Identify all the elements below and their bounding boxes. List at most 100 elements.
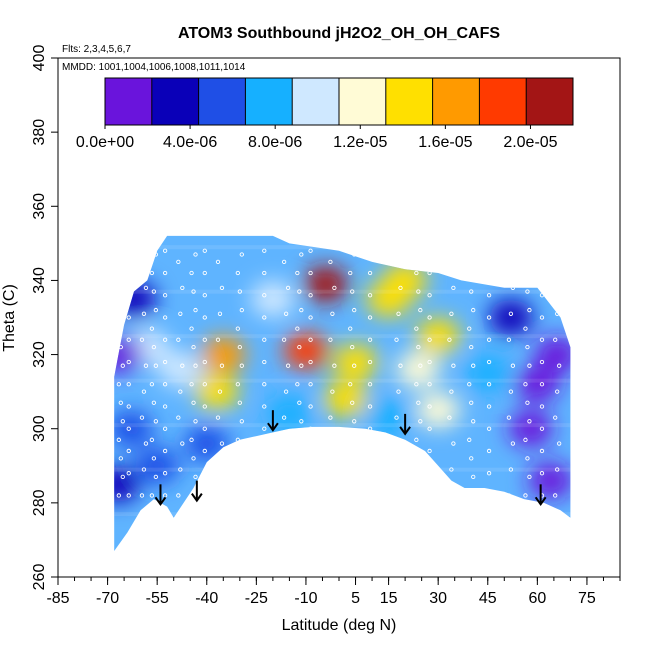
sample-marker [126, 426, 131, 431]
sample-marker [367, 337, 373, 342]
sample-marker [348, 326, 353, 331]
sample-marker [299, 363, 304, 368]
sample-marker [367, 404, 373, 409]
sample-marker [471, 252, 476, 257]
sample-marker [467, 493, 472, 498]
sample-marker [215, 259, 221, 265]
sample-marker [471, 474, 476, 480]
sample-marker [527, 252, 532, 257]
field-band [114, 245, 571, 250]
sample-marker [237, 400, 242, 405]
x-tick-label: 5 [351, 590, 360, 607]
sample-marker [141, 389, 147, 394]
sample-marker [202, 359, 207, 365]
sample-marker [299, 252, 304, 257]
sample-marker [352, 252, 357, 257]
sample-marker [350, 456, 355, 461]
sample-marker [262, 315, 267, 320]
field-blob [366, 280, 411, 317]
sample-marker [118, 456, 123, 461]
sample-marker [143, 285, 149, 290]
sample-marker [486, 270, 492, 276]
colorbar-tick-label: 1.6e-05 [418, 134, 472, 151]
sample-marker [553, 337, 558, 342]
sample-marker [467, 437, 472, 442]
sample-marker [178, 311, 183, 316]
field-blob [366, 399, 411, 436]
sample-marker [297, 456, 302, 461]
sample-marker [506, 259, 512, 265]
sample-marker [486, 493, 492, 498]
flights-subtitle: Flts: 2,3,4,5,6,7 [62, 44, 131, 55]
sample-marker [367, 315, 373, 320]
sample-marker [202, 337, 207, 342]
sample-marker [149, 270, 155, 276]
sample-marker [308, 248, 313, 253]
sample-marker [523, 382, 528, 387]
sample-marker [416, 289, 421, 294]
field-band [114, 423, 571, 428]
sample-marker [126, 293, 131, 298]
sample-marker [149, 437, 155, 442]
sample-marker [126, 270, 131, 276]
sample-marker [308, 359, 313, 365]
sample-marker [262, 293, 267, 298]
sample-marker [394, 337, 399, 342]
sample-marker [151, 400, 157, 405]
sample-marker [118, 400, 123, 405]
sample-marker [191, 456, 196, 461]
x-tick-label: -10 [294, 590, 317, 607]
colorbar-bin [245, 78, 293, 125]
sample-marker [398, 285, 403, 290]
sample-marker [126, 337, 131, 342]
sample-marker [180, 441, 185, 446]
sample-marker [418, 252, 423, 257]
field-blob [250, 280, 295, 317]
sample-marker [539, 270, 545, 276]
sample-marker [219, 285, 225, 290]
sample-marker [202, 471, 207, 476]
sample-marker [151, 289, 157, 294]
sample-marker [202, 315, 207, 320]
sample-marker [116, 382, 121, 387]
y-tick-label: 400 [31, 45, 48, 72]
sample-marker [539, 248, 545, 253]
sample-marker [427, 493, 432, 498]
sample-marker [510, 363, 516, 368]
y-tick-label: 280 [31, 489, 48, 516]
field-band [114, 512, 571, 517]
sample-marker [176, 415, 181, 420]
sample-marker [367, 293, 373, 298]
sample-marker [202, 404, 207, 409]
field-blob [465, 355, 510, 392]
sample-marker [189, 270, 194, 276]
sample-marker [126, 471, 131, 476]
y-axis: 260 280 300 320 340 360 380 400 [31, 45, 58, 590]
sample-marker [352, 419, 357, 424]
sample-marker [235, 326, 240, 331]
sample-marker [308, 337, 313, 342]
colorbar-bin [339, 78, 387, 125]
sample-marker [527, 307, 532, 313]
sample-marker [262, 382, 267, 387]
field-band [114, 289, 571, 294]
x-tick-label: 75 [578, 590, 596, 607]
sample-marker [189, 437, 194, 442]
sample-marker [553, 259, 558, 265]
tropopause-arrow [154, 484, 167, 507]
field-blob [333, 343, 378, 380]
field-blob [303, 266, 348, 303]
sample-marker [308, 382, 313, 387]
field-blob [184, 425, 229, 462]
sample-marker [367, 382, 373, 387]
sample-marker [162, 293, 168, 298]
field-blob [201, 336, 246, 373]
sample-marker [139, 259, 145, 265]
sample-marker [116, 493, 121, 498]
sample-marker [202, 426, 207, 431]
sample-marker [486, 315, 492, 320]
sample-marker [180, 363, 185, 368]
sample-marker [427, 382, 432, 387]
colorbar-tick-label: 8.0e-06 [248, 134, 302, 151]
sample-marker [352, 474, 357, 480]
